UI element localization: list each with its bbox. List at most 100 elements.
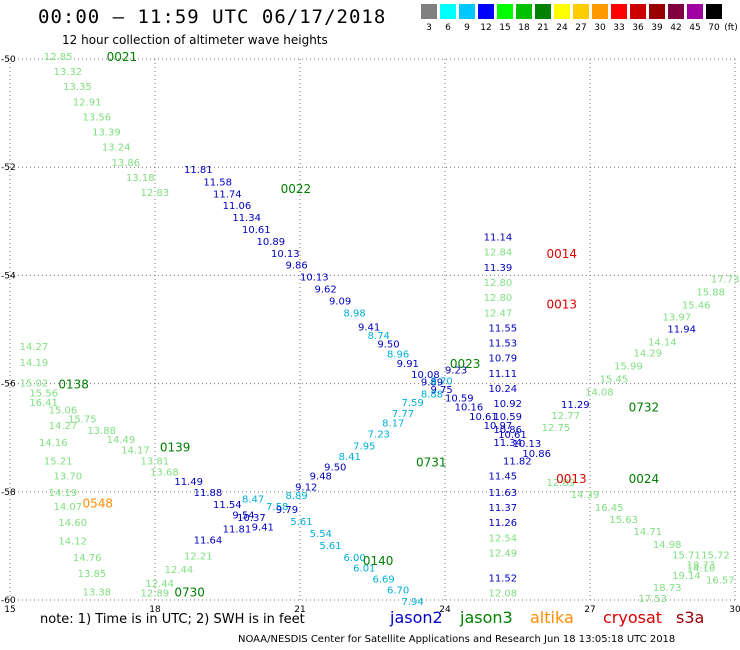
wave-height-value: 7.58 — [266, 502, 288, 513]
wave-height-value: 11.34 — [493, 438, 522, 449]
color-swatch-label: 6 — [445, 23, 451, 33]
wave-height-value: 11.37 — [489, 503, 518, 514]
wave-height-value: 8.41 — [339, 452, 361, 463]
wave-height-value: 7.23 — [368, 429, 390, 440]
color-swatch-label: 3 — [426, 23, 432, 33]
wave-height-value: 10.08 — [411, 370, 440, 381]
wave-height-value: 10.89 — [257, 237, 286, 248]
wave-height-value: 5.61 — [290, 517, 312, 528]
color-swatch-label: 45 — [689, 23, 701, 33]
wave-height-value: 12.44 — [145, 579, 174, 590]
wave-height-value: 16.45 — [595, 503, 624, 514]
wave-height-value: 14.29 — [634, 348, 663, 359]
wave-height-value: 12.47 — [484, 308, 513, 319]
wave-height-value: 7.77 — [392, 409, 414, 420]
wave-height-value: 9.50 — [377, 340, 399, 351]
color-swatch — [554, 4, 570, 19]
wave-height-value: 9.09 — [329, 296, 351, 307]
track-number-label: 0023 — [450, 357, 481, 371]
track-number-label: 0013 — [556, 472, 587, 486]
wave-height-value: 15.56 — [29, 388, 58, 399]
latitude-tick-label: -50 — [1, 55, 16, 65]
wave-height-value: 9.54 — [232, 511, 254, 522]
wave-height-value: 11.58 — [203, 177, 232, 188]
wave-height-value: 19.14 — [672, 571, 701, 582]
wave-height-value: 16.57 — [706, 576, 735, 587]
wave-height-value: 14.27 — [20, 342, 49, 353]
wave-height-value: 8.96 — [387, 349, 409, 360]
wave-height-value: 11.82 — [503, 457, 532, 468]
track-number-label: 0013 — [547, 298, 578, 312]
wave-height-value: 12.75 — [542, 423, 571, 434]
wave-height-value: 14.98 — [653, 540, 682, 551]
wave-height-value: 9.75 — [431, 385, 453, 396]
wave-height-value: 7.94 — [402, 597, 424, 608]
wave-height-value: 13.39 — [92, 128, 121, 139]
wave-height-value: 15.02 — [20, 379, 49, 390]
color-swatch-label: 18 — [518, 23, 530, 33]
wave-height-value: 11.26 — [489, 518, 518, 529]
track-number-label: 0022 — [281, 182, 312, 196]
wave-height-value: 11.94 — [667, 325, 696, 336]
wave-height-value: 7.59 — [402, 398, 424, 409]
wave-height-value: 14.14 — [648, 337, 677, 348]
track-number-label: 0732 — [629, 400, 660, 414]
wave-height-value: 9.48 — [310, 472, 332, 483]
wave-height-value: 12.80 — [484, 278, 513, 289]
wave-height-value: 12.83 — [141, 188, 170, 199]
wave-height-value: 12.77 — [551, 411, 580, 422]
color-swatch-label: 24 — [556, 23, 568, 33]
wave-height-value: 15.88 — [696, 288, 725, 299]
wave-height-value: 12.89 — [547, 478, 576, 489]
track-number-label: 0024 — [629, 472, 660, 486]
wave-height-value: 11.53 — [489, 339, 518, 350]
wave-height-value: 11.74 — [213, 189, 242, 200]
wave-height-value: 11.45 — [489, 472, 518, 483]
wave-height-value: 12.08 — [489, 589, 518, 600]
color-swatch-label: 36 — [632, 23, 644, 33]
color-swatch — [611, 4, 627, 19]
color-swatch — [459, 4, 475, 19]
color-swatch — [649, 4, 665, 19]
wave-height-value: 9.23 — [445, 366, 467, 377]
wave-height-value: 6.01 — [353, 564, 375, 575]
color-swatch — [592, 4, 608, 19]
wave-height-value: 13.24 — [102, 143, 131, 154]
wave-height-value: 14.07 — [54, 502, 83, 513]
wave-height-value: 11.55 — [489, 323, 518, 334]
wave-height-value: 15.75 — [68, 414, 97, 425]
wave-height-value: 13.56 — [83, 112, 112, 123]
wave-height-value: 12.89 — [141, 589, 170, 600]
wave-height-value: 15.99 — [614, 361, 643, 372]
color-swatch-label: 15 — [499, 23, 511, 33]
latitude-tick-label: -60 — [1, 596, 16, 606]
map-title: 00:00 — 11:59 UTC 06/17/2018 — [38, 6, 387, 28]
wave-height-value: 12.84 — [484, 248, 513, 259]
track-number-label: 0021 — [107, 50, 138, 64]
wave-height-value: 15.71 — [672, 551, 701, 562]
wave-height-value: 14.76 — [73, 553, 102, 564]
wave-height-value: 9.91 — [397, 359, 419, 370]
wave-height-value: 15.06 — [49, 406, 78, 417]
longitude-tick-label: 21 — [294, 605, 305, 615]
wave-height-value: 9.62 — [315, 284, 337, 295]
longitude-tick-label: 18 — [149, 605, 161, 615]
track-number-label: 0548 — [83, 497, 114, 511]
wave-height-value: 8.88 — [421, 389, 443, 400]
latitude-tick-label: -54 — [1, 271, 16, 281]
latitude-tick-label: -52 — [1, 163, 16, 173]
color-scale-unit: (ft) — [724, 23, 738, 33]
wave-height-value: 10.13 — [271, 249, 300, 260]
wave-height-value: 14.19 — [20, 358, 49, 369]
latitude-tick-label: -58 — [1, 488, 16, 498]
wave-height-value: 13.70 — [54, 472, 83, 483]
wave-height-value: 15.72 — [701, 551, 730, 562]
wave-height-value: 7.95 — [353, 441, 375, 452]
wave-height-value: 5.61 — [319, 541, 341, 552]
color-swatch — [668, 4, 684, 19]
wave-height-value: 9.41 — [252, 523, 274, 534]
wave-height-value: 11.64 — [194, 535, 223, 546]
wave-height-value: 11.63 — [489, 488, 518, 499]
wave-height-value: 10.24 — [489, 384, 518, 395]
